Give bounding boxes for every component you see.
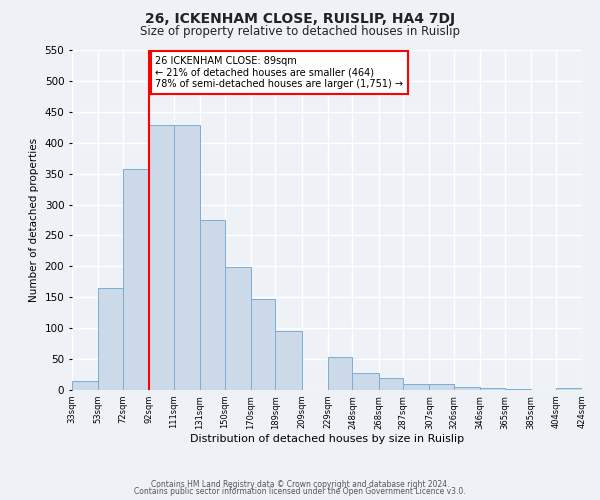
Bar	[123, 168, 149, 390]
Bar	[480, 388, 505, 390]
Y-axis label: Number of detached properties: Number of detached properties	[29, 138, 39, 302]
Bar	[200, 220, 224, 390]
Bar	[251, 299, 275, 390]
Bar	[505, 389, 531, 390]
Bar	[379, 378, 403, 390]
Bar	[403, 384, 430, 390]
Bar	[72, 380, 98, 390]
Bar	[454, 387, 480, 390]
Text: 26 ICKENHAM CLOSE: 89sqm
← 21% of detached houses are smaller (464)
78% of semi-: 26 ICKENHAM CLOSE: 89sqm ← 21% of detach…	[155, 56, 403, 90]
Bar	[174, 126, 200, 390]
Text: Contains HM Land Registry data © Crown copyright and database right 2024.: Contains HM Land Registry data © Crown c…	[151, 480, 449, 489]
Bar	[556, 388, 582, 390]
Bar	[275, 330, 302, 390]
X-axis label: Distribution of detached houses by size in Ruislip: Distribution of detached houses by size …	[190, 434, 464, 444]
Bar	[149, 126, 174, 390]
Bar	[224, 267, 251, 390]
Bar	[430, 384, 454, 390]
Text: Contains public sector information licensed under the Open Government Licence v3: Contains public sector information licen…	[134, 487, 466, 496]
Bar	[98, 288, 123, 390]
Bar	[352, 374, 379, 390]
Bar	[328, 356, 352, 390]
Text: Size of property relative to detached houses in Ruislip: Size of property relative to detached ho…	[140, 25, 460, 38]
Text: 26, ICKENHAM CLOSE, RUISLIP, HA4 7DJ: 26, ICKENHAM CLOSE, RUISLIP, HA4 7DJ	[145, 12, 455, 26]
